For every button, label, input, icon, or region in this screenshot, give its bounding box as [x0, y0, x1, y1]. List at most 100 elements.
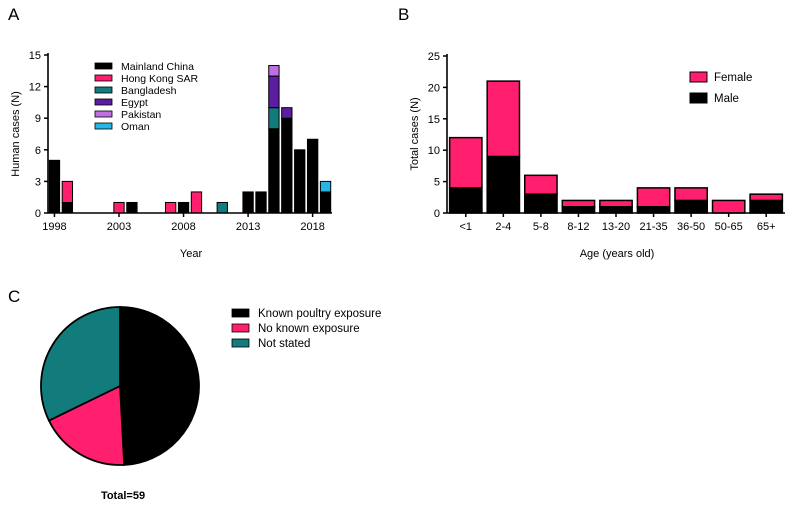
- panel-b-bar-female: [711, 199, 746, 214]
- panel-b-y-tick-label: 5: [434, 177, 440, 189]
- panel-a-bar-hong-kong-sar: [190, 191, 203, 214]
- panel-a-y-tick-label: 12: [29, 82, 41, 94]
- panel-c-chart: Known poultry exposure No known exposure N…: [40, 306, 381, 502]
- panel-b-bar-male: [448, 187, 483, 214]
- panel-label-a: A: [8, 5, 20, 24]
- pie-slice-no-known-exposure: [47, 384, 126, 466]
- panel-b-bar-female: [599, 199, 633, 208]
- panel-a-bar-hong-kong-sar: [113, 201, 125, 214]
- panel-c-legend-label-no-known-exposure: No known exposure: [258, 323, 360, 335]
- panel-a-y-tick-label: 15: [29, 50, 41, 62]
- panel-b-x-tick-label: <1: [460, 221, 473, 233]
- panel-b-bar-female: [486, 80, 521, 158]
- panel-a-x-tick-label: 2013: [236, 221, 260, 233]
- panel-b-legend-swatch-female: [689, 71, 708, 83]
- panel-a-bar-mainland-china: [177, 201, 190, 214]
- panel-a-bar-mainland-china: [281, 117, 293, 214]
- panel-b-bar-male: [674, 199, 709, 214]
- panel-a-bar-mainland-china: [268, 128, 280, 214]
- panel-a-legend-swatch-bangladesh: [94, 86, 113, 94]
- panel-b-bar-female: [561, 199, 596, 208]
- panel-b-bar-male: [561, 205, 596, 214]
- panel-a-legend-label-bangladesh: Bangladesh: [121, 85, 177, 97]
- panel-a-y-tick-label: 3: [35, 176, 41, 188]
- panel-a-x-axis-label: Year: [180, 248, 203, 260]
- panel-a-chart: Human cases (N) Year 0 3 6 9 12 15 1998 2003 200…: [10, 50, 332, 260]
- panel-a-bar-mainland-china: [306, 138, 319, 214]
- panel-c-total-label: Total=59: [101, 490, 145, 502]
- panel-c-legend-label-not-stated: Not stated: [258, 338, 310, 350]
- panel-a-legend-swatch-oman: [94, 122, 113, 130]
- panel-b-legend-label-female: Female: [714, 72, 752, 84]
- panel-a-legend-label-oman: Oman: [121, 121, 150, 133]
- panel-a-bar-mainland-china: [126, 201, 138, 214]
- panel-b-x-tick-label: 5-8: [533, 221, 549, 233]
- panel-a-bar-mainland-china: [242, 191, 254, 214]
- panel-c-legend-swatch-known-poultry-exposure: [231, 308, 250, 318]
- panel-a-bar-hong-kong-sar: [61, 180, 74, 203]
- panel-b-x-tick-label: 65+: [757, 221, 776, 233]
- panel-a-bar-egypt: [268, 75, 280, 109]
- panel-a-bar-bangladesh: [268, 107, 280, 130]
- panel-a-bar-mainland-china: [48, 159, 61, 214]
- panel-b-x-tick-label: 36-50: [677, 221, 705, 233]
- panel-c-legend-swatch-not-stated: [231, 338, 250, 348]
- panel-a-bar-mainland-china: [319, 191, 332, 214]
- panel-a-bar-oman: [319, 180, 332, 193]
- panel-a-legend-label-mainland-china: Mainland China: [121, 61, 194, 73]
- panel-a-y-axis-label: Human cases (N): [10, 91, 22, 177]
- panel-b-x-tick-label: 2-4: [495, 221, 511, 233]
- panel-a-y-tick-label: 0: [35, 208, 41, 220]
- panel-a-legend-swatch-hong-kong-sar: [94, 74, 113, 82]
- panel-b-bar-female: [523, 174, 558, 195]
- panel-b-y-axis-label: Total cases (N): [409, 97, 421, 170]
- panel-b-legend-label-male: Male: [714, 93, 739, 105]
- panel-label-c: C: [8, 287, 20, 306]
- panel-a-x-tick-label: 1998: [42, 221, 66, 233]
- panel-a-bar-mainland-china: [61, 201, 74, 214]
- panel-b-y-tick-label: 10: [428, 145, 440, 157]
- pie-slice-known-poultry-exposure: [119, 306, 200, 466]
- panel-a-bar-hong-kong-sar: [164, 201, 177, 214]
- panel-a-legend-label-hong-kong-sar: Hong Kong SAR: [121, 73, 198, 85]
- panel-b-bar-female: [636, 187, 671, 208]
- panel-b-y-tick-label: 15: [428, 114, 440, 126]
- panel-a-x-tick-label: 2018: [300, 221, 324, 233]
- panel-b-x-tick-label: 21-35: [639, 221, 667, 233]
- panel-b-bar-male: [486, 155, 521, 214]
- panel-b-y-tick-label: 25: [428, 51, 440, 63]
- panel-b-x-tick-label: 50-65: [715, 221, 743, 233]
- pie-slice-not-stated: [40, 306, 121, 422]
- panel-b-legend-swatch-male: [689, 92, 708, 104]
- panel-c-legend-label-known-poultry-exposure: Known poultry exposure: [258, 308, 381, 320]
- panel-b-x-axis-label: Age (years old): [580, 248, 655, 260]
- panel-a-bar-mainland-china: [255, 191, 267, 214]
- panel-b-y-tick-label: 20: [428, 82, 440, 94]
- panel-c-legend-swatch-no-known-exposure: [231, 323, 250, 333]
- panel-a-bar-pakistan: [268, 65, 280, 77]
- panel-a-x-tick-label: 2008: [171, 221, 195, 233]
- panel-a-bar-mainland-china: [294, 149, 306, 214]
- panel-b-x-tick-label: 13-20: [602, 221, 630, 233]
- panel-b-bar-female: [674, 187, 709, 202]
- panel-label-b: B: [398, 5, 409, 24]
- panel-b-bar-male: [523, 193, 558, 214]
- panel-a-x-tick-label: 2003: [107, 221, 131, 233]
- panel-b-x-tick-label: 8-12: [567, 221, 589, 233]
- panel-a-bar-bangladesh: [216, 201, 228, 214]
- panel-a-y-tick-label: 9: [35, 113, 41, 125]
- panel-b-y-tick-label: 0: [434, 208, 440, 220]
- panel-b-chart: Total cases (N) Age (years old) 0 5 10 15 20…: [409, 51, 785, 260]
- panel-b-bar-female: [749, 193, 784, 202]
- panel-a-legend-label-pakistan: Pakistan: [121, 109, 161, 121]
- panel-b-bar-male: [599, 205, 633, 214]
- panel-a-legend-label-egypt: Egypt: [121, 97, 148, 109]
- panel-a-legend-swatch-pakistan: [94, 110, 113, 118]
- panel-a-legend-swatch-mainland-china: [94, 62, 113, 70]
- panel-b-bar-male: [636, 205, 671, 214]
- panel-b-bar-male: [749, 199, 784, 214]
- panel-a-y-tick-label: 6: [35, 145, 41, 157]
- panel-b-bar-female: [448, 136, 483, 189]
- panel-a-bar-egypt: [281, 107, 293, 119]
